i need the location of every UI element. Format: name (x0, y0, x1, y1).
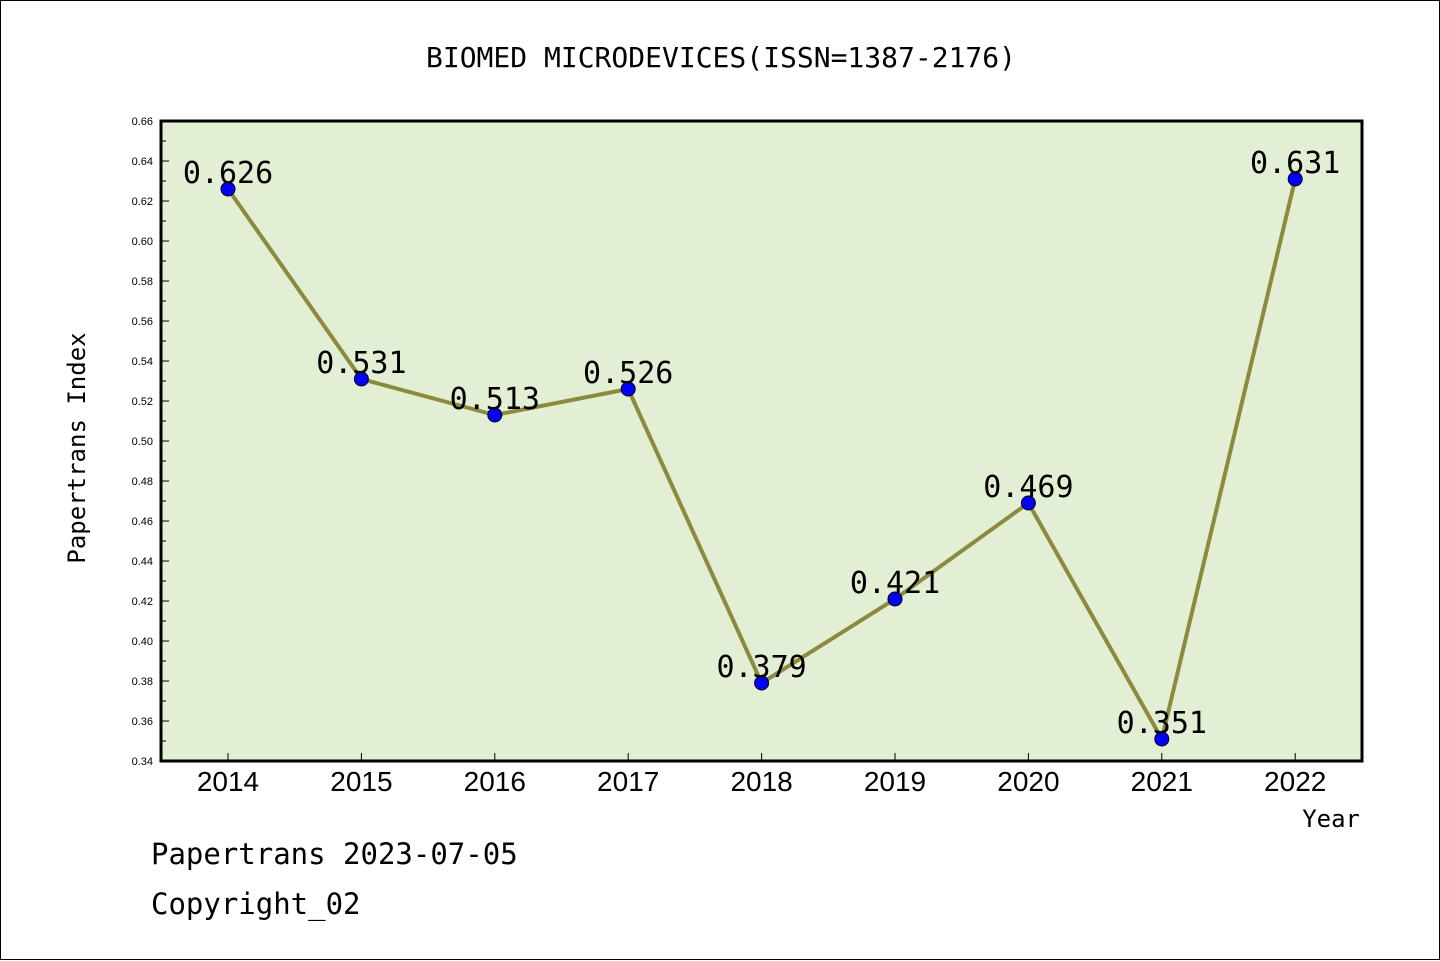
plot-area (159, 119, 1364, 763)
data-point (1154, 731, 1170, 747)
x-axis-label: Year (1302, 805, 1360, 833)
data-point (1020, 495, 1036, 511)
x-tick-label: 2018 (730, 766, 792, 797)
data-label: 0.513 (450, 382, 540, 417)
y-tick-label: 0.40 (132, 636, 153, 648)
data-label: 0.469 (983, 470, 1073, 505)
data-point (620, 381, 636, 397)
y-tick-label: 0.64 (132, 156, 153, 168)
data-labels: 0.626 0.531 0.513 0.526 0.379 0.421 0.469 0.351… (183, 146, 1341, 741)
y-tick-label: 0.38 (132, 676, 153, 688)
x-tick-label: 2020 (997, 766, 1059, 797)
data-label: 0.351 (1117, 706, 1207, 741)
y-tick-label: 0.66 (132, 116, 153, 128)
y-tick-label: 0.60 (132, 236, 153, 248)
x-tick-label: 2019 (864, 766, 926, 797)
data-label: 0.526 (583, 356, 673, 391)
y-tick-label: 0.58 (132, 276, 153, 288)
x-axis: 2014 2015 2016 2017 2018 2019 2020 2021 2022 (197, 753, 1326, 797)
data-point (1287, 171, 1303, 187)
y-tick-label: 0.50 (132, 436, 153, 448)
y-tick-label: 0.52 (132, 396, 153, 408)
y-axis-label: Papertrans Index (63, 332, 91, 563)
x-tick-label: 2022 (1264, 766, 1326, 797)
data-point (220, 181, 236, 197)
x-tick-label: 2021 (1131, 766, 1193, 797)
y-tick-label: 0.34 (132, 756, 153, 768)
x-tick-label: 2014 (197, 766, 259, 797)
y-tick-label: 0.54 (132, 356, 153, 368)
data-point (487, 407, 503, 423)
y-tick-label: 0.56 (132, 316, 153, 328)
x-tick-label: 2015 (330, 766, 392, 797)
footer-date: Papertrans 2023-07-05 (151, 837, 518, 871)
y-tick-label: 0.62 (132, 196, 153, 208)
y-tick-label: 0.46 (132, 516, 153, 528)
data-label: 0.631 (1250, 146, 1340, 181)
x-tick-label: 2017 (597, 766, 659, 797)
y-tick-label: 0.36 (132, 716, 153, 728)
x-tick-label: 2016 (464, 766, 526, 797)
chart-title: BIOMED MICRODEVICES(ISSN=1387-2176) (426, 41, 1016, 74)
data-point (353, 371, 369, 387)
data-label: 0.379 (716, 650, 806, 685)
data-points (220, 171, 1303, 747)
y-tick-label: 0.44 (132, 556, 153, 568)
data-point (887, 591, 903, 607)
data-label: 0.531 (316, 346, 406, 381)
footer-copyright: Copyright_02 (151, 887, 361, 921)
y-tick-label: 0.48 (132, 476, 153, 488)
data-label: 0.421 (850, 566, 940, 601)
y-tick-label: 0.42 (132, 596, 153, 608)
data-point (754, 675, 770, 691)
y-axis: 0.34 0.36 0.38 0.40 0.42 0.44 0.46 0.48 0.50 0.52… (132, 116, 169, 768)
data-label: 0.626 (183, 156, 273, 191)
